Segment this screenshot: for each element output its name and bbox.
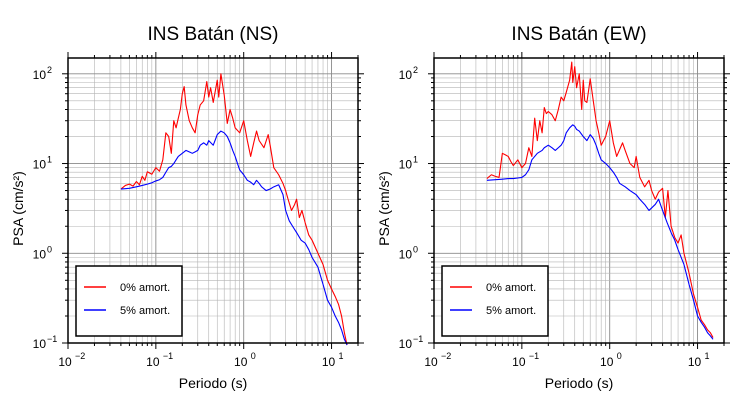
legend: 0% amort. 5% amort. — [441, 265, 549, 337]
legend-label: 0% amort. — [120, 282, 170, 294]
y-tick-label: 10 — [399, 337, 413, 351]
y-tick-label: 10 — [399, 158, 413, 172]
x-tick-label: 10 — [58, 355, 72, 369]
series-line-damped — [120, 130, 348, 346]
gridlines — [67, 58, 359, 344]
x-tick-label-exponent: 1 — [339, 351, 344, 361]
y-tick-label: 10 — [33, 247, 47, 261]
x-axis-label: Periodo (s) — [545, 375, 613, 391]
y-tick-label: 10 — [33, 158, 47, 172]
legend-box — [441, 265, 549, 337]
y-tick-label-exponent: 2 — [413, 65, 418, 75]
x-tick-label-exponent: 0 — [251, 351, 256, 361]
x-tick-label: 10 — [424, 355, 438, 369]
y-tick-label-exponent: 2 — [47, 65, 52, 75]
legend-label: 0% amort. — [486, 282, 536, 294]
legend-label: 5% amort. — [486, 305, 536, 317]
y-tick-label-exponent: −1 — [47, 334, 57, 344]
y-tick-label: 10 — [399, 247, 413, 261]
x-tick-label-exponent: −1 — [163, 351, 173, 361]
x-tick-label: 10 — [322, 355, 336, 369]
y-tick-label: 10 — [399, 68, 413, 82]
y-tick-label: 10 — [33, 337, 47, 351]
x-tick-label-exponent: 1 — [705, 351, 710, 361]
x-tick-label: 10 — [234, 355, 248, 369]
y-tick-label: 10 — [33, 68, 47, 82]
x-tick-label: 10 — [512, 355, 526, 369]
series-line-undamped — [120, 73, 348, 346]
chart-title: INS Batán (EW) — [511, 24, 646, 45]
y-tick-label-exponent: 1 — [413, 155, 418, 165]
x-tick-label: 10 — [600, 355, 614, 369]
chart-title: INS Batán (NS) — [148, 24, 279, 45]
x-axis-label: Periodo (s) — [179, 375, 247, 391]
x-tick-label: 10 — [146, 355, 160, 369]
legend-label: 5% amort. — [120, 305, 170, 317]
y-axis-label: PSA (cm/s²) — [376, 171, 392, 246]
x-tick-label-exponent: −1 — [529, 351, 539, 361]
x-tick-label: 10 — [688, 355, 702, 369]
legend-box — [75, 265, 183, 337]
y-tick-label-exponent: −1 — [413, 334, 423, 344]
plot-frame — [433, 57, 725, 344]
legend: 0% amort. 5% amort. — [75, 265, 183, 337]
x-tick-label-exponent: 0 — [617, 351, 622, 361]
y-tick-label-exponent: 0 — [413, 244, 418, 254]
x-tick-label-exponent: −2 — [75, 351, 85, 361]
y-tick-label-exponent: 1 — [47, 155, 52, 165]
y-axis-label: PSA (cm/s²) — [10, 171, 26, 246]
plot-frame — [67, 57, 359, 344]
series-line-damped — [486, 124, 714, 340]
series-line-undamped — [486, 61, 714, 338]
x-tick-label-exponent: −2 — [441, 351, 451, 361]
y-tick-label-exponent: 0 — [47, 244, 52, 254]
